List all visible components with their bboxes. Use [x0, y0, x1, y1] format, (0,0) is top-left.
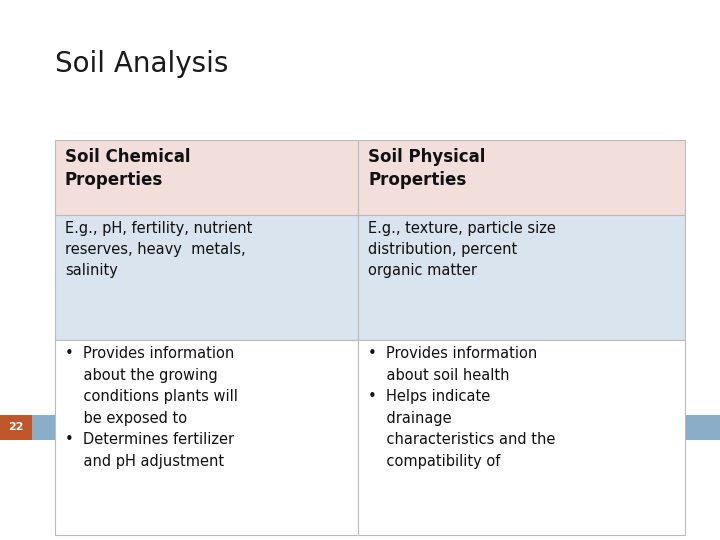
Bar [0, 415, 32, 440]
Text: 22: 22 [8, 422, 24, 433]
Bar [358, 140, 685, 215]
Text: E.g., pH, fertility, nutrient
reserves, heavy  metals,
salinity: E.g., pH, fertility, nutrient reserves, … [65, 221, 253, 278]
Bar [358, 340, 685, 535]
Bar [55, 140, 358, 215]
Bar [55, 340, 358, 535]
Text: •  Provides information
    about the growing
    conditions plants will
    be : • Provides information about the growing… [65, 346, 238, 469]
Text: •  Provides information
    about soil health
•  Helps indicate
    drainage
   : • Provides information about soil health… [368, 346, 555, 469]
Text: Soil Physical
Properties: Soil Physical Properties [368, 148, 485, 189]
Bar [0, 415, 720, 440]
Bar [358, 215, 685, 340]
Bar [55, 215, 358, 340]
Text: E.g., texture, particle size
distribution, percent
organic matter: E.g., texture, particle size distributio… [368, 221, 556, 278]
Text: Soil Chemical
Properties: Soil Chemical Properties [65, 148, 191, 189]
Text: Soil Analysis: Soil Analysis [55, 50, 228, 78]
